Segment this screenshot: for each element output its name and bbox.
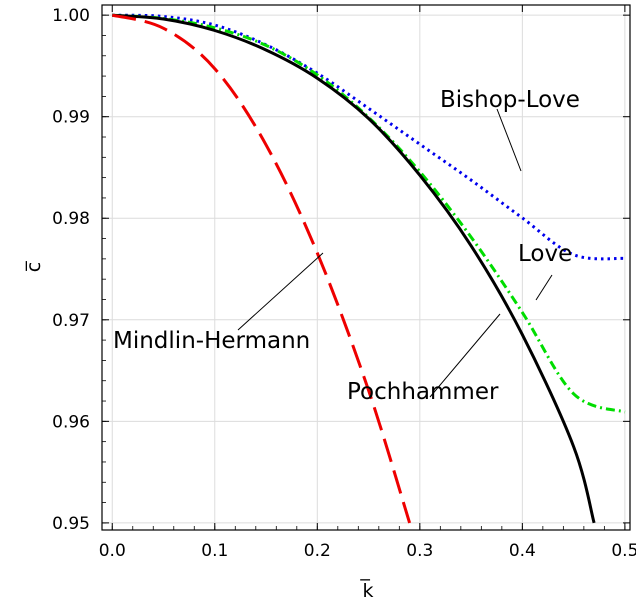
y-tick-label: 0.98 — [52, 209, 90, 229]
x-tick-label: 0.4 — [509, 541, 536, 561]
leader-pochhammer — [429, 313, 501, 398]
x-axis-label: k̅ — [360, 578, 374, 602]
series-label-bishop-love: Bishop-Love — [440, 87, 580, 113]
leader-bishop-love — [496, 108, 522, 172]
y-tick-label: 0.96 — [52, 412, 90, 432]
x-tick-label: 0.3 — [406, 541, 433, 561]
x-tick-label: 0.1 — [201, 541, 228, 561]
series-label-pochhammer: Pochhammer — [347, 379, 499, 405]
x-tick-label: 0.5 — [611, 541, 636, 561]
series-group — [111, 13, 626, 524]
series-line-mindlin-hermann — [111, 13, 412, 524]
y-tick-label: 1.00 — [52, 6, 90, 26]
series-label-love: Love — [518, 241, 572, 267]
series-line-pochhammer — [112, 13, 596, 524]
tick-labels: 0.0 0.1 0.2 0.3 0.4 0.5 0.95 0.96 0.97 0.98 0.99 1.… — [52, 6, 636, 561]
y-tick-label: 0.99 — [52, 108, 90, 128]
x-tick-label: 0.0 — [99, 541, 126, 561]
y-axis-label: c̅ — [23, 260, 45, 272]
series-label-mindlin-hermann: Mindlin-Hermann — [113, 328, 310, 354]
x-tick-label: 0.2 — [304, 541, 331, 561]
y-tick-label: 0.95 — [52, 514, 90, 534]
y-tick-label: 0.97 — [52, 311, 90, 331]
leader-mindlin-hermann — [237, 252, 324, 331]
ticks — [102, 5, 630, 530]
plot-frame — [101, 4, 631, 531]
label-leaders — [237, 108, 553, 398]
leader-love — [535, 274, 553, 301]
